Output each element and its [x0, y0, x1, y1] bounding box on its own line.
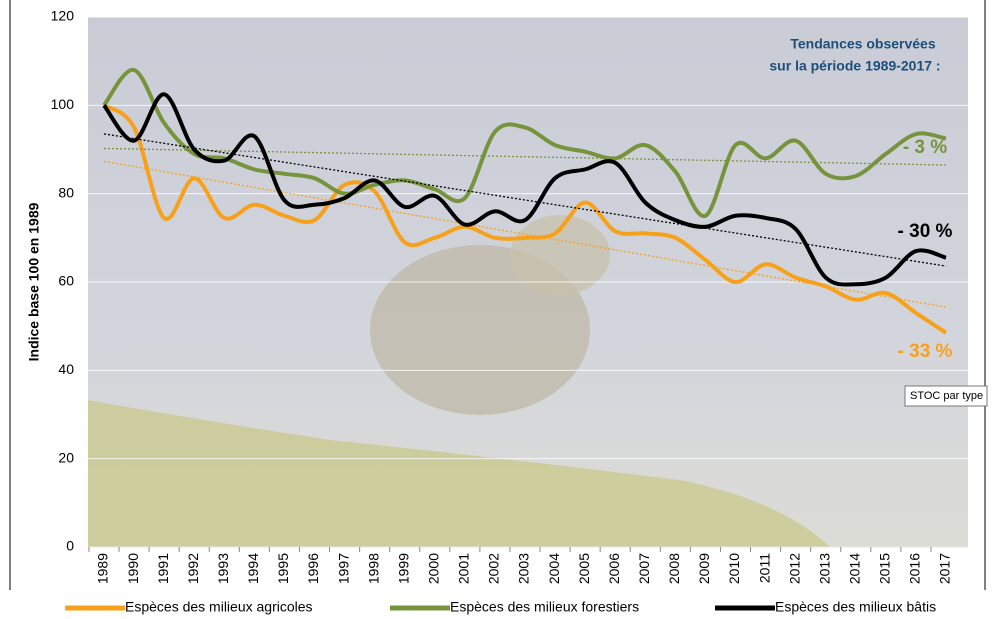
- x-tick-label: 2001: [456, 553, 472, 584]
- x-tick-label: 2017: [937, 553, 953, 584]
- y-tick-label: 20: [58, 449, 74, 465]
- x-tick-label: 2012: [786, 553, 802, 584]
- tooltip: STOC par type: [905, 386, 987, 406]
- x-tick-label: 1998: [365, 553, 381, 584]
- x-tick-label: 1995: [275, 553, 291, 584]
- trend-label: - 3 %: [903, 137, 947, 158]
- annotation: sur la période 1989-2017 :: [769, 58, 940, 74]
- x-tick-label: 1996: [305, 553, 321, 584]
- x-tick-label: 2006: [606, 553, 622, 584]
- x-tick-label: 1993: [215, 553, 231, 584]
- x-tick-label: 1997: [335, 553, 351, 584]
- legend-label: Espèces des milieux agricoles: [125, 599, 313, 615]
- x-tick-label: 2000: [425, 553, 441, 584]
- x-tick-label: 2015: [877, 553, 893, 584]
- x-tick-label: 2005: [576, 553, 592, 584]
- x-tick-label: 1991: [155, 553, 171, 584]
- x-tick-label: 2013: [816, 553, 832, 584]
- x-tick-label: 1999: [395, 553, 411, 584]
- x-tick-label: 2007: [636, 553, 652, 584]
- x-tick-label: 1990: [125, 553, 141, 584]
- x-tick-label: 1989: [95, 553, 111, 584]
- tooltip-text: STOC par type: [910, 390, 983, 402]
- y-axis-label: Indice base 100 en 1989: [26, 202, 42, 361]
- x-tick-label: 1992: [185, 553, 201, 584]
- x-tick-label: 2003: [516, 553, 532, 584]
- chart: Tendances observées sur la période 1989-…: [0, 0, 1000, 619]
- x-tick-label: 2004: [546, 553, 562, 584]
- y-tick-label: 80: [58, 184, 74, 200]
- y-tick-label: 100: [51, 96, 75, 112]
- x-tick-label: 2008: [666, 553, 682, 584]
- x-tick-label: 2010: [726, 553, 742, 584]
- trend-label: - 33 %: [898, 341, 953, 362]
- x-tick-label: 2009: [696, 553, 712, 584]
- trend-label: - 30 %: [898, 221, 953, 242]
- y-tick-label: 120: [51, 8, 75, 24]
- x-tick-label: 2016: [907, 553, 923, 584]
- y-tick-label: 40: [58, 361, 74, 377]
- legend-label: Espèces des milieux bâtis: [775, 599, 936, 615]
- x-tick-label: 2011: [756, 553, 772, 583]
- annotation: Tendances observées: [790, 36, 935, 52]
- y-tick-label: 60: [58, 273, 74, 289]
- x-tick-label: 2002: [486, 553, 502, 584]
- legend-label: Espèces des milieux forestiers: [450, 599, 639, 615]
- y-tick-label: 0: [66, 538, 74, 554]
- x-tick-label: 1994: [245, 553, 261, 584]
- x-tick-label: 2014: [846, 553, 862, 584]
